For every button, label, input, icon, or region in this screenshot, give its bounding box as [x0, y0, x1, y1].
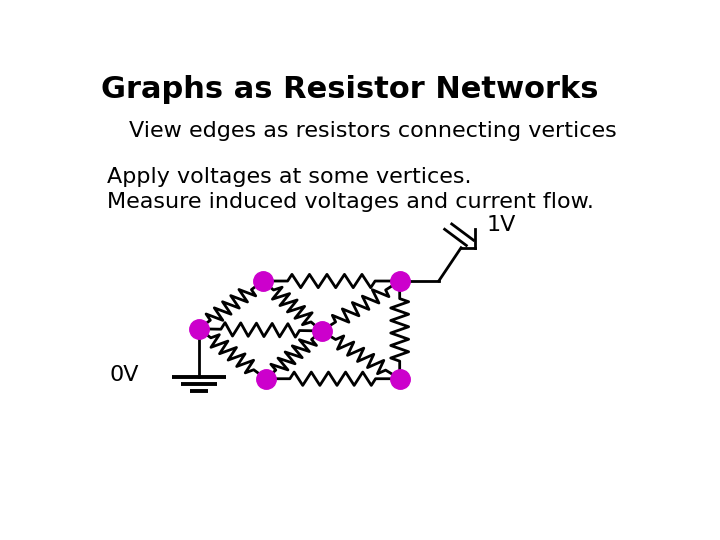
Text: Apply voltages at some vertices.: Apply voltages at some vertices.: [107, 167, 472, 187]
Text: Measure induced voltages and current flow.: Measure induced voltages and current flo…: [107, 192, 593, 212]
Text: 1V: 1V: [486, 215, 516, 235]
Text: 0V: 0V: [109, 364, 139, 384]
Text: Graphs as Resistor Networks: Graphs as Resistor Networks: [101, 75, 598, 104]
Text: View edges as resistors connecting vertices: View edges as resistors connecting verti…: [129, 121, 617, 141]
